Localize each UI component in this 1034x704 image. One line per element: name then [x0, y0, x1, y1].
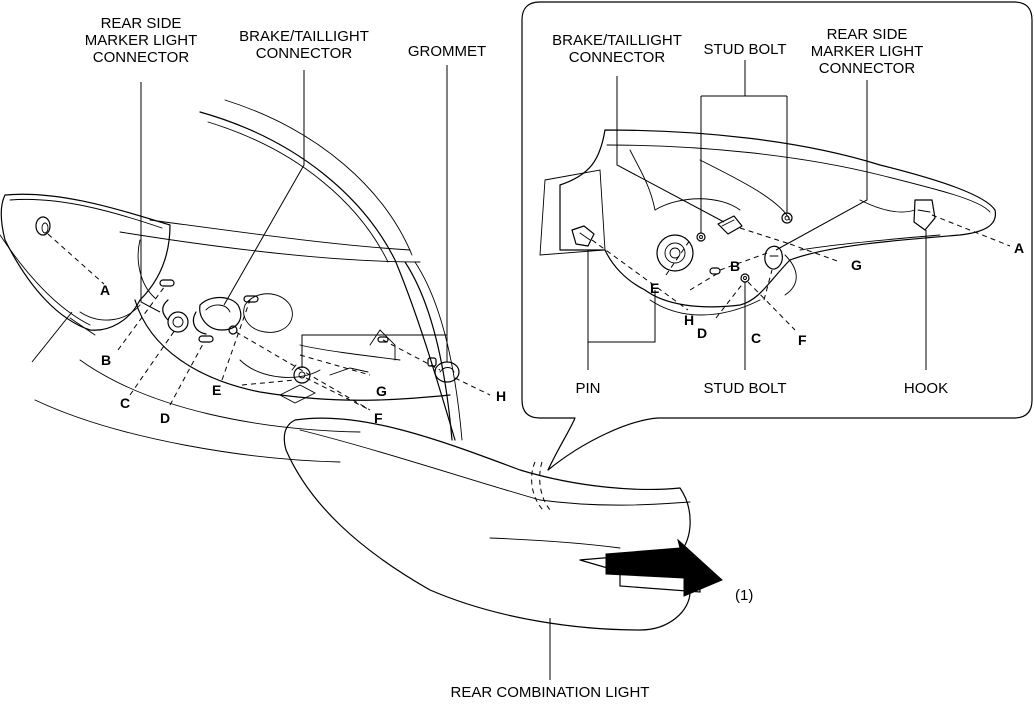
letter-b-left: B — [101, 352, 112, 368]
letter-d-left: D — [160, 410, 171, 426]
inset-leaders — [587, 60, 927, 370]
letter-e-inset: E — [650, 280, 660, 296]
label-grommet: GROMMET — [407, 43, 487, 60]
label-hook: HOOK — [903, 380, 949, 397]
letter-a-inset: A — [1014, 240, 1025, 256]
removed-combination-light — [283, 417, 691, 631]
label-rear-combination-light: REAR COMBINATION LIGHT — [450, 684, 650, 701]
lamp-pointer-line — [31, 311, 73, 363]
left-tail-lamp — [0, 193, 171, 336]
letter-b-inset: B — [730, 258, 741, 274]
label-rear-side-marker-light-connector-inset: REAR SIDE MARKER LIGHT CONNECTOR — [810, 26, 924, 77]
inset-fasteners — [571, 199, 936, 283]
letter-h-left: H — [496, 388, 507, 404]
removal-direction-arrow — [605, 538, 723, 597]
letter-a-left: A — [100, 282, 111, 298]
label-stud-bolt-bottom: STUD BOLT — [703, 380, 787, 397]
letter-d-inset: D — [697, 325, 708, 341]
letter-g-inset: G — [851, 257, 862, 273]
label-stud-bolt-top: STUD BOLT — [703, 41, 787, 58]
letter-f-inset: F — [798, 332, 807, 348]
letter-c-left: C — [120, 395, 131, 411]
letter-g-left: G — [376, 383, 387, 399]
label-rear-side-marker-light-connector-left: REAR SIDE MARKER LIGHT CONNECTOR — [84, 15, 198, 66]
left-fasteners — [159, 279, 460, 384]
label-brake-taillight-connector-inset: BRAKE/TAILLIGHT CONNECTOR — [552, 32, 682, 66]
letter-e-left: E — [212, 382, 222, 398]
inset-dashed-lines — [591, 214, 1011, 331]
label-pin: PIN — [575, 380, 601, 397]
label-step-number: (1) — [735, 587, 754, 604]
letter-h-inset: H — [684, 312, 695, 328]
letter-f-left: F — [374, 410, 383, 426]
left-leaders — [140, 65, 448, 368]
letter-c-inset: C — [751, 330, 762, 346]
label-brake-taillight-connector-left: BRAKE/TAILLIGHT CONNECTOR — [239, 28, 369, 62]
inset-box — [521, 1, 1033, 471]
left-dashed-lines — [47, 233, 491, 411]
vehicle-body — [34, 99, 463, 463]
